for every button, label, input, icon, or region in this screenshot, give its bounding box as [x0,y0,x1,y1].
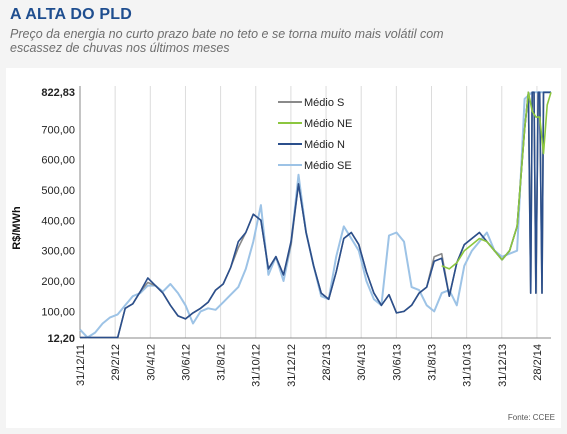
chart-legend: Médio S Médio NE Médio N Médio SE [278,97,352,172]
x-tick-label: 30/4/13 [356,344,368,381]
legend-label: Médio SE [304,160,352,172]
y-tick-label: 400,00 [41,215,75,227]
y-tick-label: 100,00 [41,306,75,318]
chart-panel: 12,20 100,00 200,00 300,00 400,00 500,00 600,0… [6,68,561,428]
x-tick-label: 31/12/13 [497,344,509,387]
y-tick-label: 300,00 [41,246,75,258]
y-tick-label: 700,00 [41,124,75,136]
y-tick-labels: 12,20 100,00 200,00 300,00 400,00 500,00 600,0… [41,87,75,345]
x-tick-labels: 31/12/11 29/2/12 30/4/12 30/6/12 31/8/12 31/1… [75,344,544,387]
legend-label: Médio N [304,139,345,151]
y-axis-label: R$/MWh [11,206,23,250]
x-tick-label: 28/2/14 [532,344,544,381]
y-tick-label: 822,83 [41,87,75,99]
x-tick-label: 31/12/11 [75,344,87,386]
chart-title: A ALTA DO PLD [10,6,132,23]
chart-subtitle: Preço da energia no curto prazo bate no … [10,27,444,55]
x-tick-label: 31/8/13 [426,344,438,381]
x-tick-label: 31/12/12 [286,344,298,387]
series-line-ne [441,91,552,270]
x-tick-label: 29/2/12 [110,344,122,381]
x-tick-label: 31/8/12 [216,344,228,381]
x-tick-label: 28/2/13 [321,344,333,381]
source-note: Fonte: CCEE [508,413,555,422]
legend-label: Médio S [304,97,344,109]
y-tick-label: 500,00 [41,185,75,197]
legend-label: Médio NE [304,118,352,130]
y-tick-label: 200,00 [41,276,75,288]
y-tick-label: 600,00 [41,155,75,167]
pld-line-chart: 12,20 100,00 200,00 300,00 400,00 500,00 600,0… [11,86,555,422]
x-tick-label: 30/4/12 [145,344,157,381]
x-tick-label: 31/10/13 [462,344,474,387]
y-tick-label: 12,20 [47,333,75,345]
x-tick-label: 31/10/12 [251,344,263,387]
chart-series [79,91,552,339]
x-tick-label: 30/6/12 [180,344,192,381]
x-tick-label: 30/6/13 [391,344,403,381]
chart-axes [79,86,551,339]
